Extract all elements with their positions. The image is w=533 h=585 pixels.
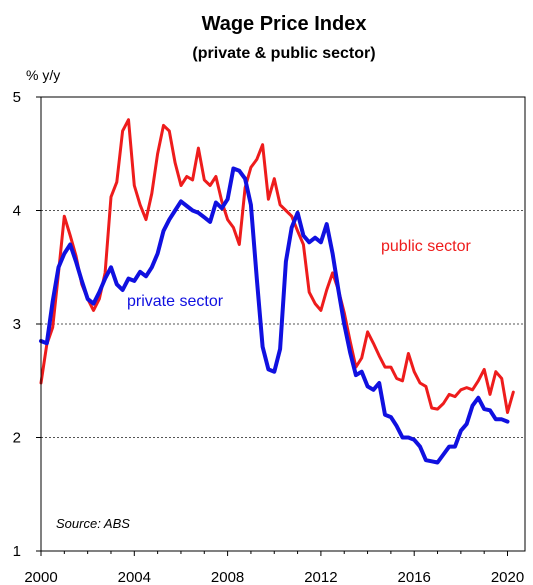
y-axis-label: % y/y	[26, 67, 60, 83]
x-tick-label: 2020	[491, 569, 524, 585]
y-tick-label: 4	[13, 203, 21, 220]
y-tick-label: 5	[13, 89, 21, 106]
x-tick-label: 2012	[304, 569, 337, 585]
private-sector-label: private sector	[127, 293, 224, 310]
public-sector-label: public sector	[381, 238, 471, 255]
y-tick-label: 1	[13, 543, 21, 560]
x-tick-label: 2008	[211, 569, 244, 585]
chart-title: Wage Price Index	[202, 13, 367, 35]
public-sector-line	[39, 118, 515, 414]
x-tick-label: 2004	[118, 569, 151, 585]
y-tick-label: 3	[13, 316, 21, 333]
x-tick-label: 2000	[24, 569, 57, 585]
chart-subtitle: (private & public sector)	[192, 45, 375, 62]
y-tick-label: 2	[13, 430, 21, 447]
x-tick-label: 2016	[398, 569, 431, 585]
private-sector-line	[39, 166, 510, 465]
axis-ticks: 1 2 3 4 5 2000 2004 2008 2012 2016 2020	[13, 89, 525, 585]
source-note: Source: ABS	[56, 516, 130, 531]
series-lines	[39, 118, 515, 465]
